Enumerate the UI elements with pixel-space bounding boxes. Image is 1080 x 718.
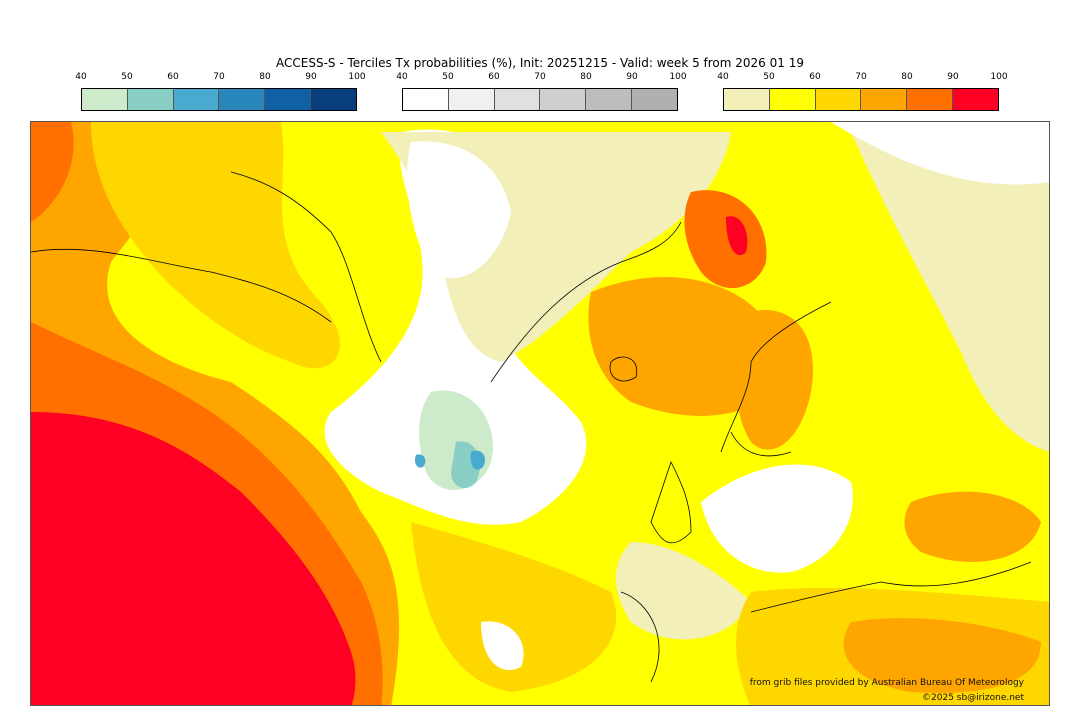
colorbar-tick-label: 100 bbox=[669, 72, 687, 82]
colorbar-below-ticks: 40 50 60 70 80 90 100 bbox=[75, 72, 365, 84]
colorbar-near-ticks: 40 50 60 70 80 90 100 bbox=[396, 72, 686, 84]
region-white-south bbox=[481, 621, 524, 670]
colorbar-swatch bbox=[953, 89, 998, 110]
colorbar-swatch bbox=[540, 89, 587, 110]
colorbar-swatch bbox=[907, 89, 954, 110]
region-beige-northeast bbox=[851, 132, 1049, 452]
region-orange-svalbard bbox=[684, 190, 767, 289]
colorbar-swatch bbox=[861, 89, 908, 110]
region-orange-norwegian-sea bbox=[588, 277, 779, 416]
colorbar-tick-label: 50 bbox=[763, 72, 775, 82]
colorbar-swatch bbox=[494, 89, 541, 110]
region-white-northeast bbox=[831, 122, 1049, 185]
colorbar-swatch bbox=[127, 89, 174, 110]
region-orange-scandinavia bbox=[736, 310, 813, 450]
coastlines bbox=[31, 171, 1032, 683]
colorbar-swatch bbox=[724, 89, 770, 110]
colorbar-tick-label: 70 bbox=[213, 72, 225, 82]
region-blue-below bbox=[414, 450, 486, 470]
colorbar-swatch bbox=[219, 89, 266, 110]
colorbar-tick-label: 40 bbox=[717, 72, 729, 82]
colorbar-tick-label: 90 bbox=[626, 72, 638, 82]
colorbar-tick-label: 100 bbox=[348, 72, 366, 82]
colorbar-tick-label: 40 bbox=[396, 72, 408, 82]
colorbar-tick-label: 90 bbox=[305, 72, 317, 82]
colorbar-tick-label: 60 bbox=[488, 72, 500, 82]
map-title: ACCESS-S - Terciles Tx probabilities (%)… bbox=[276, 56, 804, 70]
colorbar-swatch bbox=[586, 89, 633, 110]
colorbar-above-normal bbox=[723, 88, 999, 111]
region-red-svalbard bbox=[726, 216, 748, 256]
region-orange-east bbox=[904, 491, 1041, 562]
region-red-southwest bbox=[31, 412, 356, 705]
colorbar-tick-label: 80 bbox=[259, 72, 271, 82]
region-gold-atlantic-south bbox=[411, 522, 617, 692]
colorbar-swatch bbox=[403, 89, 449, 110]
colorbar-swatch bbox=[173, 89, 220, 110]
colorbar-swatch bbox=[82, 89, 128, 110]
data-source-credit: from grib files provided by Australian B… bbox=[749, 678, 1024, 688]
copyright-credit: ©2025 sb@irizone.net bbox=[922, 693, 1024, 703]
region-white-central-europe bbox=[701, 464, 853, 573]
colorbar-tick-label: 100 bbox=[990, 72, 1008, 82]
colorbar-swatch bbox=[311, 89, 356, 110]
probability-map: from grib files provided by Australian B… bbox=[30, 121, 1050, 706]
colorbar-tick-label: 70 bbox=[855, 72, 867, 82]
colorbar-above-ticks: 40 50 60 70 80 90 100 bbox=[717, 72, 1007, 84]
colorbar-tick-label: 90 bbox=[947, 72, 959, 82]
colorbar-swatch bbox=[448, 89, 495, 110]
colorbar-tick-label: 80 bbox=[901, 72, 913, 82]
colorbar-swatch bbox=[632, 89, 677, 110]
colorbar-near-normal bbox=[402, 88, 678, 111]
colorbar-tick-label: 80 bbox=[580, 72, 592, 82]
colorbar-swatch bbox=[769, 89, 816, 110]
colorbar-tick-label: 60 bbox=[809, 72, 821, 82]
map-field bbox=[31, 122, 1049, 705]
region-gold-northwest bbox=[91, 122, 340, 369]
colorbar-swatch bbox=[265, 89, 312, 110]
region-red-northwest bbox=[31, 122, 74, 222]
colorbar-tick-label: 50 bbox=[121, 72, 133, 82]
region-orange-southeast bbox=[843, 618, 1041, 693]
colorbar-tick-label: 70 bbox=[534, 72, 546, 82]
region-white-greenland-interior bbox=[407, 141, 511, 279]
colorbar-tick-label: 40 bbox=[75, 72, 87, 82]
colorbar-tick-label: 60 bbox=[167, 72, 179, 82]
region-beige-europe bbox=[616, 542, 751, 640]
colorbar-below-normal bbox=[81, 88, 357, 111]
colorbar-tick-label: 50 bbox=[442, 72, 454, 82]
colorbar-swatch bbox=[815, 89, 862, 110]
